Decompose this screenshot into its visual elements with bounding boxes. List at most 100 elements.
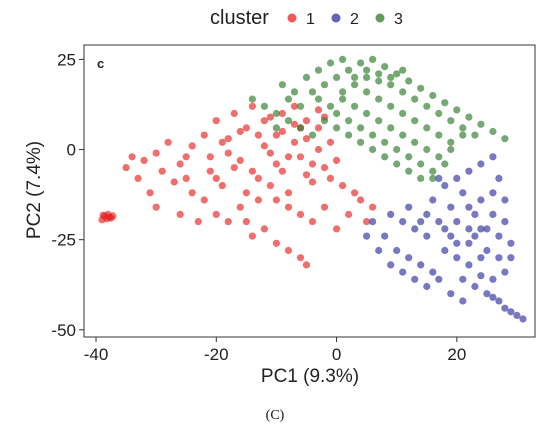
point-cluster-3 (363, 88, 371, 96)
point-cluster-2 (477, 160, 485, 168)
point-cluster-1 (369, 203, 377, 211)
point-cluster-1 (302, 261, 311, 269)
panel-letter: c (97, 56, 104, 71)
point-cluster-3 (333, 73, 341, 81)
point-cluster-1 (254, 196, 262, 204)
x-axis: -40 -20 0 20 (84, 337, 466, 364)
x-tick-label: 20 (447, 345, 466, 364)
point-cluster-3 (284, 117, 293, 125)
point-cluster-1 (109, 212, 117, 220)
point-cluster-1 (212, 117, 220, 125)
point-cluster-2 (423, 210, 431, 218)
point-cluster-3 (429, 91, 437, 100)
point-cluster-1 (188, 189, 196, 197)
point-cluster-1 (290, 120, 299, 128)
point-cluster-1 (236, 203, 244, 211)
point-cluster-1 (164, 138, 172, 146)
point-cluster-1 (290, 138, 299, 146)
point-cluster-2 (411, 225, 419, 233)
legend-label-2: 2 (350, 11, 359, 28)
point-cluster-3 (363, 109, 371, 118)
point-cluster-1 (152, 203, 160, 211)
point-cluster-1 (242, 218, 250, 226)
point-cluster-2 (495, 297, 503, 305)
point-cluster-3 (399, 109, 407, 118)
point-cluster-1 (278, 109, 286, 118)
point-cluster-2 (453, 254, 461, 262)
point-cluster-2 (399, 268, 407, 276)
legend: cluster 1 2 3 (210, 7, 403, 29)
point-cluster-2 (435, 174, 443, 182)
point-cluster-3 (278, 81, 286, 89)
point-cluster-2 (489, 293, 497, 301)
point-cluster-1 (182, 174, 190, 182)
point-cluster-1 (320, 203, 329, 211)
point-cluster-2 (507, 239, 515, 247)
point-cluster-2 (477, 225, 485, 233)
point-cluster-2 (465, 239, 473, 247)
point-cluster-2 (399, 218, 407, 226)
point-cluster-3 (369, 145, 377, 154)
point-cluster-2 (483, 290, 491, 298)
point-cluster-1 (212, 210, 220, 218)
point-cluster-2 (501, 304, 509, 312)
point-cluster-2 (483, 246, 491, 255)
point-cluster-1 (122, 164, 130, 172)
point-cluster-3 (296, 124, 305, 132)
point-cluster-2 (519, 315, 527, 323)
point-cluster-1 (357, 196, 365, 204)
point-cluster-1 (206, 153, 214, 161)
point-cluster-1 (272, 196, 280, 204)
point-cluster-3 (339, 88, 347, 96)
point-cluster-3 (417, 174, 425, 182)
point-cluster-2 (465, 261, 473, 269)
legend-swatch-3 (375, 13, 385, 23)
point-cluster-2 (417, 261, 425, 269)
point-cluster-2 (369, 218, 377, 226)
point-cluster-2 (501, 196, 509, 204)
y-tick-label: 0 (67, 141, 76, 160)
point-cluster-2 (489, 275, 497, 283)
point-cluster-2 (459, 297, 467, 305)
point-cluster-2 (453, 174, 461, 182)
point-cluster-1 (200, 131, 208, 139)
point-cluster-1 (260, 142, 268, 150)
y-axis: 25 0 -25 -50 (51, 50, 84, 340)
point-cluster-3 (339, 95, 347, 103)
point-cluster-2 (453, 218, 461, 226)
figure-caption: (C) (265, 408, 285, 423)
pca-scatter-chart: cluster 1 2 3 c -40 -20 0 20 25 0 -25 -50 PC1 … (24, 7, 536, 387)
point-cluster-1 (302, 171, 311, 179)
point-cluster-2 (447, 232, 455, 240)
point-cluster-1 (176, 160, 184, 168)
point-cluster-3 (405, 167, 413, 175)
point-cluster-3 (411, 138, 419, 146)
point-cluster-3 (489, 127, 497, 136)
point-cluster-1 (254, 131, 262, 139)
point-cluster-3 (453, 106, 461, 114)
point-cluster-3 (248, 95, 256, 103)
point-cluster-3 (423, 102, 431, 110)
point-cluster-1 (314, 106, 323, 114)
y-tick-label: -25 (51, 231, 76, 250)
point-cluster-3 (435, 153, 443, 161)
point-cluster-1 (140, 156, 148, 164)
point-cluster-1 (272, 131, 280, 139)
point-cluster-1 (333, 156, 341, 164)
point-cluster-1 (260, 225, 268, 233)
point-cluster-3 (308, 88, 317, 96)
point-cluster-2 (507, 254, 515, 262)
point-cluster-1 (339, 182, 347, 190)
point-cluster-3 (375, 95, 383, 103)
point-cluster-2 (423, 282, 431, 291)
point-cluster-1 (158, 167, 166, 175)
point-cluster-1 (320, 164, 329, 172)
point-cluster-3 (351, 102, 359, 110)
point-cluster-2 (423, 232, 431, 240)
point-cluster-3 (357, 59, 365, 67)
point-cluster-3 (441, 99, 449, 107)
point-cluster-2 (363, 232, 371, 240)
point-cluster-3 (381, 63, 389, 71)
point-cluster-1 (103, 215, 111, 223)
point-cluster-1 (260, 117, 268, 125)
